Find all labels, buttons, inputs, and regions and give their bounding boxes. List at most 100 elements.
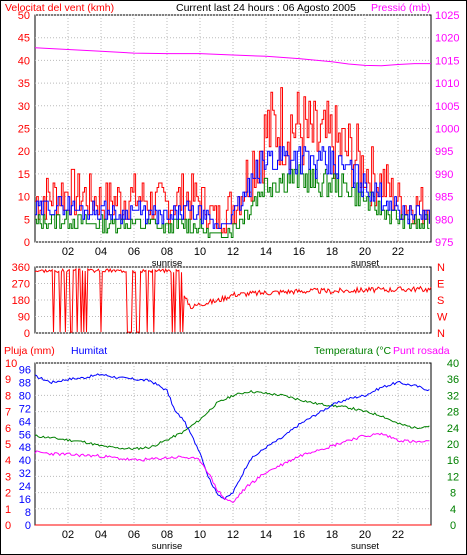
dewpoint-axis-title: Punt rosada <box>393 345 450 357</box>
pressure-y-tick: 975 <box>435 237 453 249</box>
wind-y-tick: 45 <box>18 33 30 45</box>
sunset-label: sunset <box>351 258 379 269</box>
compass-label: N <box>437 262 445 274</box>
rain-y-tick: 6 <box>5 423 11 435</box>
temperature-y-tick: 40 <box>447 358 459 370</box>
temperature-y-tick: 0 <box>450 520 456 532</box>
pressure-y-tick: 990 <box>435 169 453 181</box>
x-tick-label: 02 <box>62 529 74 541</box>
wind-y-tick: 50 <box>18 10 30 22</box>
pressure-axis-title: Pressió (mb) <box>371 2 431 14</box>
sunset-label: sunset <box>351 541 379 552</box>
humidity-line <box>34 373 430 501</box>
wind-direction-line <box>34 267 432 333</box>
rain-y-tick: 1 <box>5 504 11 516</box>
wind-y-tick: 15 <box>18 169 30 181</box>
pressure-y-tick: 985 <box>435 192 453 204</box>
humidity-y-tick: 72 <box>19 403 31 415</box>
temperature-y-tick: 36 <box>447 374 459 386</box>
x-tick-label: 18 <box>326 529 338 541</box>
direction-y-tick: 0 <box>24 328 30 340</box>
humidity-y-tick: 16 <box>19 494 31 506</box>
temperature-axis-title: Temperatura (°C <box>314 345 392 357</box>
x-tick-label: 18 <box>326 246 338 258</box>
wind-y-tick: 25 <box>18 124 30 136</box>
temperature-y-tick: 20 <box>447 439 459 451</box>
humidity-y-tick: 40 <box>19 455 31 467</box>
compass-label: S <box>437 295 444 307</box>
temperature-y-tick: 4 <box>450 504 456 516</box>
wind-y-tick: 30 <box>18 101 30 113</box>
direction-y-tick: 180 <box>12 295 30 307</box>
pressure-y-tick: 1010 <box>435 78 459 90</box>
pressure-y-tick: 995 <box>435 146 453 158</box>
temperature-y-tick: 12 <box>447 471 459 483</box>
rain-y-tick: 9 <box>5 374 11 386</box>
wind-y-tick: 5 <box>24 214 30 226</box>
rain-y-tick: 0 <box>5 520 11 532</box>
wind-axis-title: Velocitat del vent (kmh) <box>5 2 114 14</box>
rain-y-tick: 5 <box>5 439 11 451</box>
x-tick-label: 08 <box>161 246 173 258</box>
temperature-line <box>34 389 430 451</box>
temperature-y-tick: 8 <box>450 488 456 500</box>
wind-min-line <box>35 164 430 238</box>
x-tick-label: 04 <box>95 246 107 258</box>
x-tick-label: 20 <box>359 246 371 258</box>
x-tick-label: 10 <box>194 529 206 541</box>
temperature-y-tick: 32 <box>447 390 459 402</box>
pressure-line <box>34 47 431 67</box>
wind-mean-line <box>35 146 430 229</box>
x-tick-label: 06 <box>128 246 140 258</box>
humidity-y-tick: 56 <box>19 429 31 441</box>
humidity-y-tick: 0 <box>25 520 31 532</box>
rain-y-tick: 10 <box>5 358 17 370</box>
sunrise-label: sunrise <box>152 541 183 552</box>
wind-y-tick: 40 <box>18 55 30 67</box>
humidity-axis-title: Humitat <box>71 345 107 357</box>
humidity-y-tick: 64 <box>19 416 31 428</box>
humidity-y-tick: 48 <box>19 442 31 454</box>
humidity-y-tick: 32 <box>19 468 31 480</box>
dewpoint-line <box>34 432 430 504</box>
x-tick-label: 12 <box>227 246 239 258</box>
x-tick-label: 04 <box>95 529 107 541</box>
temperature-y-tick: 28 <box>447 407 459 419</box>
direction-y-tick: 360 <box>12 262 30 274</box>
rain-y-tick: 4 <box>5 455 11 467</box>
rain-y-tick: 8 <box>5 390 11 402</box>
humidity-y-tick: 80 <box>19 390 31 402</box>
rain-y-tick: 7 <box>5 407 11 419</box>
temperature-y-tick: 16 <box>447 455 459 467</box>
pressure-y-tick: 1005 <box>435 101 459 113</box>
x-tick-label: 16 <box>293 529 305 541</box>
pressure-y-tick: 1015 <box>435 55 459 67</box>
humidity-y-tick: 8 <box>25 507 31 519</box>
x-tick-label: 08 <box>161 529 173 541</box>
x-tick-label: 16 <box>293 246 305 258</box>
humidity-y-tick: 88 <box>19 377 31 389</box>
x-tick-label: 22 <box>392 529 404 541</box>
compass-label: N <box>437 328 445 340</box>
wind-y-tick: 35 <box>18 78 30 90</box>
pressure-y-tick: 1020 <box>435 33 459 45</box>
x-tick-label: 14 <box>260 246 272 258</box>
x-tick-label: 22 <box>392 246 404 258</box>
x-tick-label: 06 <box>128 529 140 541</box>
x-tick-label: 10 <box>194 246 206 258</box>
direction-y-tick: 270 <box>12 279 30 291</box>
pressure-y-tick: 1025 <box>435 10 459 22</box>
direction-y-tick: 90 <box>18 312 30 324</box>
wind-y-tick: 20 <box>18 146 30 158</box>
chart-title: Current last 24 hours : 06 Agosto 2005 <box>176 2 356 14</box>
rain-axis-title: Pluja (mm) <box>4 345 55 357</box>
temperature-y-tick: 24 <box>447 423 459 435</box>
humidity-y-tick: 96 <box>19 364 31 376</box>
pressure-y-tick: 980 <box>435 214 453 226</box>
x-tick-label: 20 <box>359 529 371 541</box>
humidity-y-tick: 24 <box>19 481 31 493</box>
x-tick-label: 02 <box>62 246 74 258</box>
compass-label: W <box>437 312 448 324</box>
x-tick-label: 14 <box>260 529 272 541</box>
